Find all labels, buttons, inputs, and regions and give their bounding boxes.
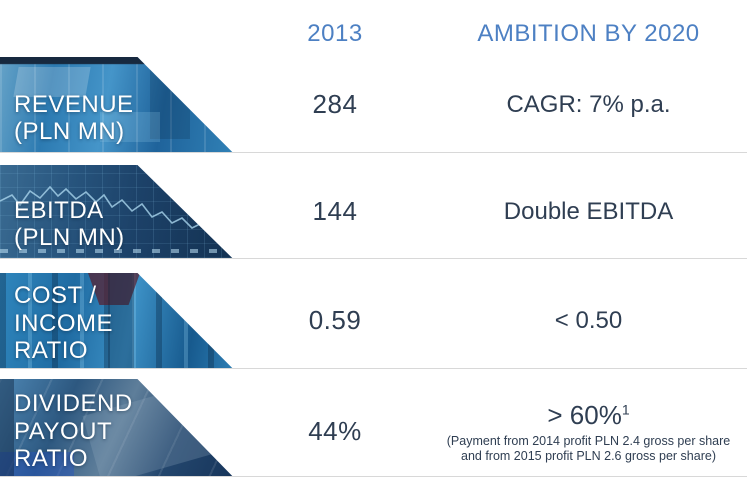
table-row-cost-income: COST / INCOME RATIO 0.59 < 0.50 [0,273,747,369]
column-header-2013: 2013 [307,20,363,47]
cost-income-photo-banner: COST / INCOME RATIO [0,273,233,368]
stock-chart-line [0,185,233,238]
footnote-marker: 1 [621,401,630,418]
chart-axis-ticks [0,249,233,253]
photo-texture [0,379,14,476]
row-label: REVENUE (PLN MN) [14,90,134,146]
row-label: DIVIDEND PAYOUT RATIO [14,390,133,473]
dividend-2013-value: 44% [308,416,362,446]
photo-texture [108,273,134,368]
photo-texture [0,452,74,476]
dividend-photo-banner: DIVIDEND PAYOUT RATIO [0,379,233,476]
revenue-2013-value: 284 [312,89,358,119]
column-header-ambition-2020: AMBITION BY 2020 [477,20,700,47]
revenue-photo-banner: REVENUE (PLN MN) [0,57,233,152]
row-label: EBITDA (PLN MN) [14,196,125,252]
table-header: 2013 AMBITION BY 2020 [0,0,747,57]
row-label: COST / INCOME RATIO [14,282,113,365]
table-row-dividend: DIVIDEND PAYOUT RATIO 44% > 60%1 (Paymen… [0,379,747,477]
dividend-ambition: > 60%1 [547,399,630,430]
ebitda-photo-banner: EBITDA (PLN MN) [0,165,233,258]
photo-texture [100,112,160,142]
cost-income-2013-value: 0.59 [308,305,362,335]
cost-income-ambition: < 0.50 [554,306,623,334]
table-row-revenue: REVENUE (PLN MN) 284 CAGR: 7% p.a. [0,57,747,153]
ebitda-2013-value: 144 [312,196,358,226]
ebitda-ambition: Double EBITDA [503,197,674,225]
revenue-ambition: CAGR: 7% p.a. [506,90,671,118]
dividend-ambition-footnote: (Payment from 2014 profit PLN 2.4 gross … [446,433,731,463]
table-row-ebitda: EBITDA (PLN MN) 144 Double EBITDA [0,165,747,259]
